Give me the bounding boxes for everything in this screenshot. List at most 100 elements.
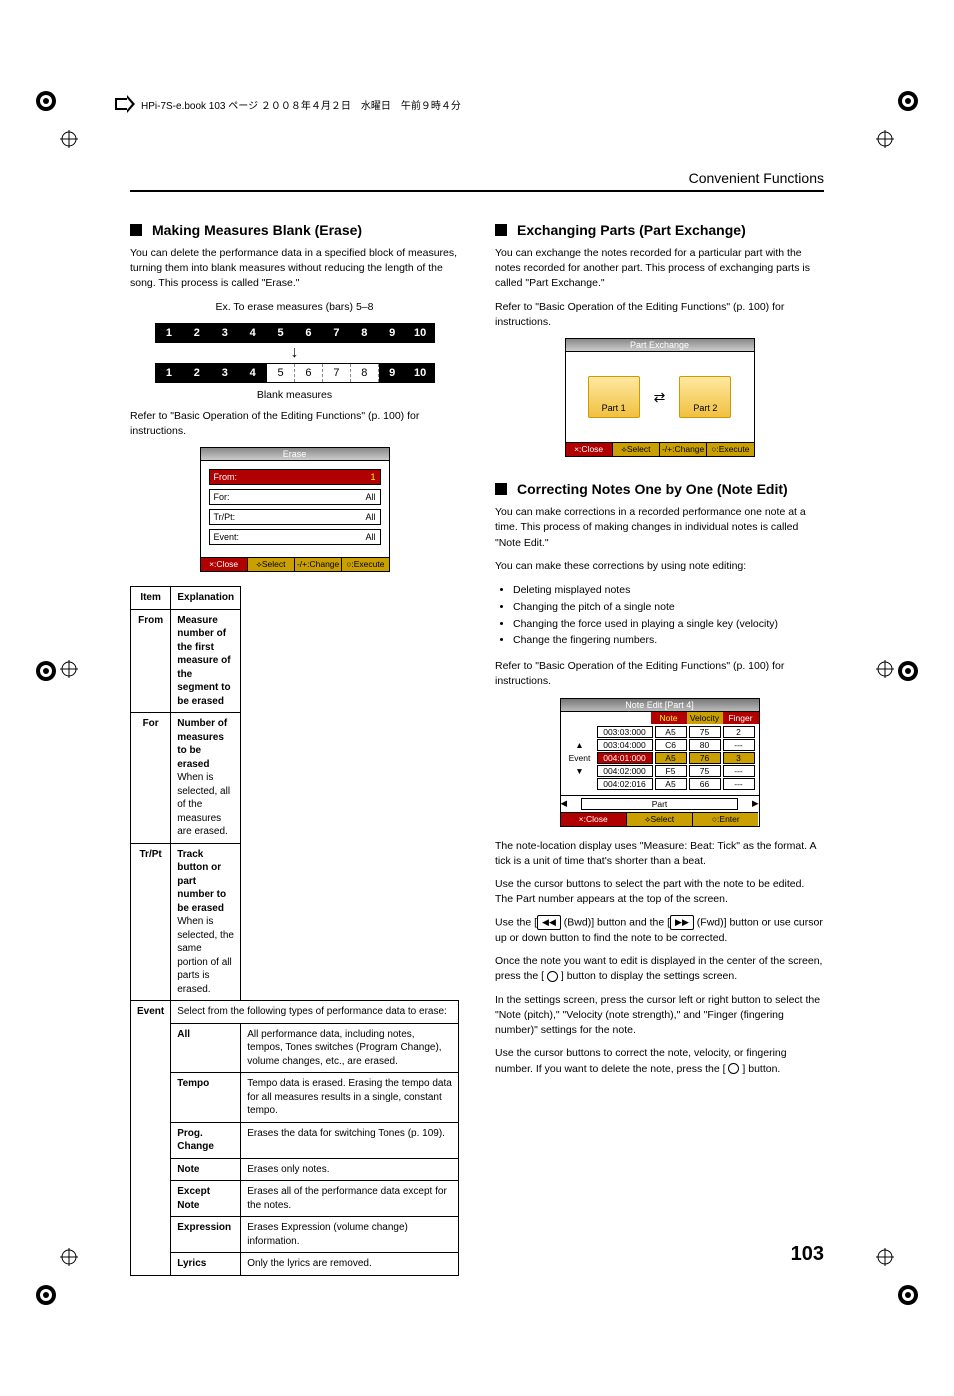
erase-cell: 2 [183, 324, 211, 342]
partex-intro: You can exchange the notes recorded for … [495, 246, 824, 292]
table-row: ExpressionErases Expression (volume chan… [131, 1217, 459, 1253]
erase-cell: 1 [156, 324, 184, 342]
lcd-foot-item: ○:Execute [342, 557, 388, 571]
table-row: AllAll performance data, including notes… [131, 1023, 459, 1073]
erase-cell: 6 [295, 364, 323, 382]
table-row: EventSelect from the following types of … [131, 1001, 459, 1024]
noteedit-lcd-title: Note Edit [Part 4] [561, 699, 759, 712]
ne-row: 003:03:000A5752 [565, 726, 755, 738]
left-column: Making Measures Blank (Erase) You can de… [130, 222, 459, 1276]
left-arrow-icon: ◀ [561, 798, 568, 809]
ne-row: Event004:01:000A5763 [565, 752, 755, 764]
erase-cell: 5 [267, 324, 295, 342]
ne-row: 004:02:016A566--- [565, 778, 755, 790]
lcd-row: From:1 [209, 469, 381, 485]
blank-measures-label: Blank measures [155, 389, 435, 401]
erase-cell: 3 [211, 324, 239, 342]
erase-cell: 4 [239, 324, 267, 342]
lcd-row: For:All [209, 489, 381, 505]
erase-cell: 9 [379, 364, 407, 382]
lcd-foot-item: ⟡Select [613, 442, 660, 456]
bwd-button-icon: ◀◀ [537, 915, 561, 930]
lcd-foot-item: ○:Execute [707, 442, 753, 456]
erase-cell: 7 [323, 364, 351, 382]
fwd-button-icon: ▶▶ [670, 915, 694, 930]
table-head-item: Item [131, 587, 171, 610]
noteedit-bullets: Deleting misplayed notesChanging the pit… [495, 582, 824, 649]
part1-box: Part 1 [588, 376, 640, 418]
noteedit-heading: Correcting Notes One by One (Note Edit) [495, 481, 824, 497]
erase-cell: 7 [323, 324, 351, 342]
lcd-foot-item: ×:Close [561, 812, 627, 826]
erase-definitions-table: Item Explanation FromMeasure number of t… [130, 586, 459, 1276]
lcd-foot-item: ○:Enter [693, 812, 758, 826]
ne-head-finger: Finger [723, 712, 759, 724]
table-row: Tr/PtTrack button or part number to be e… [131, 843, 459, 1001]
ne-p8: Use the [◀◀ (Bwd)] button and the [▶▶ (F… [495, 915, 824, 946]
noteedit-ref: Refer to "Basic Operation of the Editing… [495, 659, 824, 689]
erase-cell: 9 [379, 324, 407, 342]
ne-p11: Use the cursor buttons to correct the no… [495, 1046, 824, 1076]
lcd-foot-item: ⟡Select [627, 812, 693, 826]
noteedit-lcd: Note Edit [Part 4] Note Velocity Finger … [560, 698, 760, 827]
table-head-explanation: Explanation [171, 587, 241, 610]
swap-arrows-icon: ⇄ [654, 389, 666, 406]
erase-cell: 5 [267, 364, 295, 382]
down-arrow-icon: ↓ [155, 345, 435, 361]
ne-p10: In the settings screen, press the cursor… [495, 993, 824, 1039]
ne-part-label: Part [581, 798, 738, 810]
lcd-foot-item: ×:Close [566, 442, 613, 456]
erase-cell: 3 [211, 364, 239, 382]
lcd-foot-item: ×:Close [201, 557, 248, 571]
partex-lcd: Part Exchange Part 1 ⇄ Part 2 ×:Close⟡Se… [565, 338, 755, 457]
lcd-foot-item: -/+:Change [295, 557, 342, 571]
table-row: TempoTempo data is erased. Erasing the t… [131, 1073, 459, 1123]
erase-cell: 8 [351, 324, 379, 342]
erase-lcd-title: Erase [201, 448, 389, 461]
ne-row: ▲003:04:000C680--- [565, 739, 755, 751]
circle-button-icon [547, 971, 558, 982]
erase-example-caption: Ex. To erase measures (bars) 5–8 [130, 300, 459, 315]
table-row: Except NoteErases all of the performance… [131, 1181, 459, 1217]
erase-cell: 8 [351, 364, 379, 382]
page-number: 103 [791, 1243, 824, 1266]
erase-lcd: Erase From:1 For:All Tr/Pt:All Event:All ×:… [200, 447, 390, 572]
ne-p7: Use the cursor buttons to select the par… [495, 877, 824, 907]
ne-p6: The note-location display uses "Measure:… [495, 839, 824, 869]
table-row: ForNumber of measures to be erasedWhen i… [131, 713, 459, 844]
table-row: FromMeasure number of the first measure … [131, 609, 459, 713]
table-row: NoteErases only notes. [131, 1158, 459, 1181]
table-row: LyricsOnly the lyrics are removed. [131, 1253, 459, 1276]
ne-head-note: Note [651, 712, 687, 724]
erase-heading: Making Measures Blank (Erase) [130, 222, 459, 238]
right-arrow-icon: ▶ [752, 798, 759, 809]
ne-p9: Once the note you want to edit is displa… [495, 954, 824, 984]
list-item: Change the fingering numbers. [513, 632, 824, 649]
table-row: Prog. ChangeErases the data for switchin… [131, 1122, 459, 1158]
erase-cell: 2 [183, 364, 211, 382]
ne-head-velocity: Velocity [687, 712, 723, 724]
noteedit-sub: You can make these corrections by using … [495, 559, 824, 574]
partex-lcd-title: Part Exchange [566, 339, 754, 352]
right-column: Exchanging Parts (Part Exchange) You can… [495, 222, 824, 1276]
erase-ref: Refer to "Basic Operation of the Editing… [130, 409, 459, 439]
partex-ref: Refer to "Basic Operation of the Editing… [495, 300, 824, 330]
erase-cell: 10 [407, 324, 434, 342]
partex-heading: Exchanging Parts (Part Exchange) [495, 222, 824, 238]
list-item: Changing the pitch of a single note [513, 599, 824, 616]
lcd-row: Event:All [209, 529, 381, 545]
erase-cell: 10 [407, 364, 434, 382]
noteedit-intro: You can make corrections in a recorded p… [495, 505, 824, 551]
erase-intro: You can delete the performance data in a… [130, 246, 459, 292]
erase-diagram: 12345678910 ↓ 12345678910 Blank measures [155, 323, 435, 401]
erase-cell: 1 [156, 364, 184, 382]
lcd-row: Tr/Pt:All [209, 509, 381, 525]
lcd-foot-item: -/+:Change [660, 442, 707, 456]
list-item: Changing the force used in playing a sin… [513, 616, 824, 633]
circle-button-icon [728, 1063, 739, 1074]
erase-cell: 6 [295, 324, 323, 342]
lcd-foot-item: ⟡Select [248, 557, 295, 571]
part2-box: Part 2 [679, 376, 731, 418]
ne-row: ▼004:02:000F575--- [565, 765, 755, 777]
list-item: Deleting misplayed notes [513, 582, 824, 599]
